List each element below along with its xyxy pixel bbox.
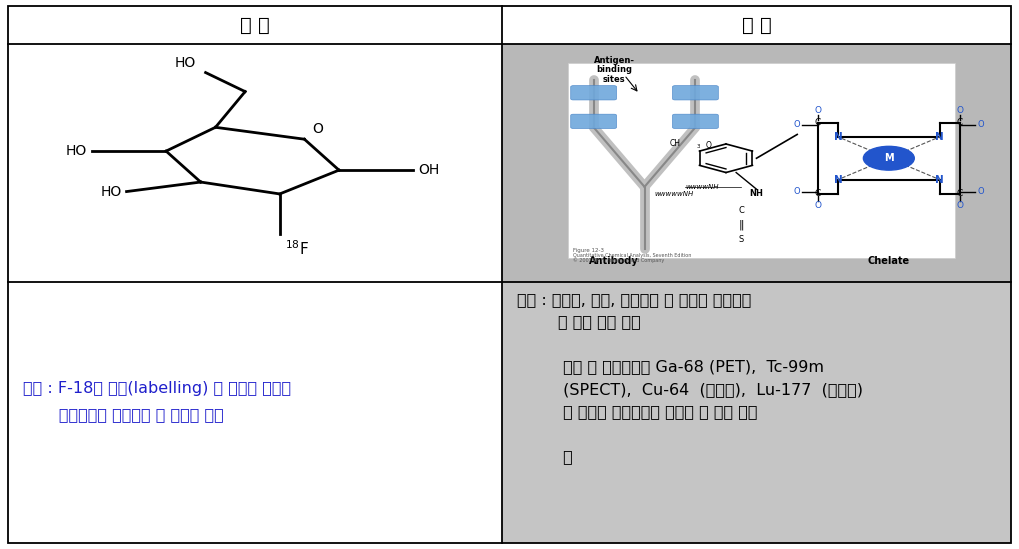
Text: C: C — [957, 189, 963, 198]
Text: 장점 : 단백질, 항체, 펩타이드 등 다양한 표적지향
        형 물질 결합 용이

         개발 후 킬레이트에 Ga-68 (PET: 장점 : 단백질, 항체, 펩타이드 등 다양한 표적지향 형 물질 결합 용이… — [518, 292, 863, 464]
FancyBboxPatch shape — [673, 86, 718, 100]
Circle shape — [863, 147, 914, 170]
Text: 3: 3 — [697, 144, 700, 149]
Text: S: S — [739, 234, 744, 244]
Text: Quantitative Chemical Analysis, Seventh Edition: Quantitative Chemical Analysis, Seventh … — [574, 253, 692, 258]
FancyBboxPatch shape — [571, 86, 616, 100]
Text: C: C — [739, 206, 744, 215]
Text: 이 전: 이 전 — [240, 15, 270, 35]
Text: HO: HO — [66, 144, 87, 158]
Text: 단점 : F-18의 표지(labelling) 가 비교적 어려움
       목적물질을 탐색하는 데 한계가 있음: 단점 : F-18의 표지(labelling) 가 비교적 어려움 목적물질을… — [23, 380, 291, 423]
Text: © 2007 W. H. Freeman and Company: © 2007 W. H. Freeman and Company — [574, 257, 664, 263]
Text: sites: sites — [602, 75, 626, 84]
Text: 현 재: 현 재 — [742, 15, 771, 35]
Text: binding: binding — [596, 65, 632, 75]
Text: O: O — [977, 120, 983, 130]
Text: $^{18}$F: $^{18}$F — [284, 239, 309, 258]
Text: Chelate: Chelate — [868, 256, 910, 266]
Text: N: N — [935, 175, 945, 184]
FancyBboxPatch shape — [571, 114, 616, 128]
Text: wwwwNH: wwwwNH — [685, 184, 718, 190]
Text: O: O — [794, 120, 801, 130]
Text: O: O — [977, 187, 983, 196]
Text: C: C — [957, 118, 963, 127]
Bar — [569, 63, 955, 258]
Text: HO: HO — [174, 56, 196, 70]
Bar — [502, 44, 1011, 282]
Text: OH: OH — [418, 163, 439, 177]
Text: C: C — [814, 189, 820, 198]
Text: wwwwwNH: wwwwwNH — [654, 191, 694, 197]
Text: O: O — [794, 187, 801, 196]
Text: N: N — [834, 132, 843, 142]
Text: O: O — [814, 201, 821, 210]
Text: O: O — [957, 106, 964, 115]
Text: Antigen-: Antigen- — [593, 56, 635, 65]
Text: O: O — [814, 106, 821, 115]
Text: C: C — [814, 118, 820, 127]
Text: ‖: ‖ — [739, 220, 744, 230]
Text: O: O — [312, 122, 323, 136]
Bar — [502, 282, 1011, 543]
Bar — [8, 282, 502, 543]
Text: CH: CH — [669, 139, 680, 148]
Text: Antibody: Antibody — [589, 256, 639, 266]
Text: N: N — [834, 175, 843, 184]
Text: NH: NH — [750, 189, 763, 198]
Bar — [8, 44, 502, 282]
Text: N: N — [935, 132, 945, 142]
Text: M: M — [884, 153, 894, 163]
Text: O: O — [957, 201, 964, 210]
FancyBboxPatch shape — [673, 114, 718, 128]
Text: O: O — [705, 141, 711, 150]
Text: HO: HO — [100, 184, 121, 199]
Bar — [8, 6, 1011, 44]
Text: Figure 12-3: Figure 12-3 — [574, 249, 604, 254]
